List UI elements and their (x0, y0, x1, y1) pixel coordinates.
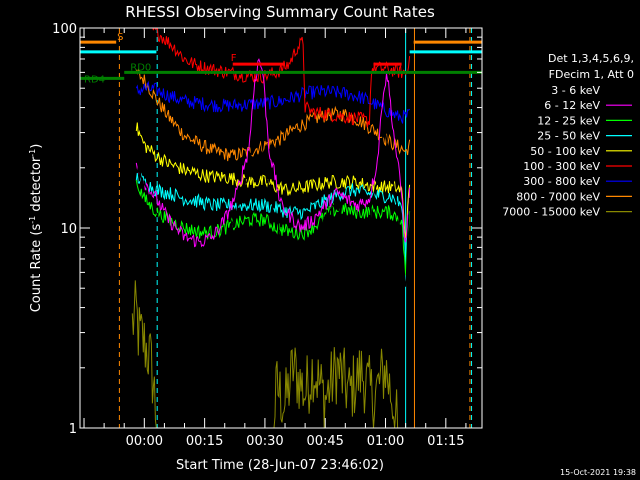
legend-entry-label-4: 50 - 100 keV (530, 145, 600, 158)
x-tick-label-3: 00:45 (306, 434, 343, 449)
y-axis-label: Count Rate (s-1 detector-1) (28, 144, 44, 313)
flag-label-rd0: RD0 (130, 62, 151, 73)
flag-label-rd4: RD4 (84, 74, 105, 85)
y-tick-label-0: 1 (69, 422, 77, 437)
legend-entry-label-2: 12 - 25 keV (537, 114, 600, 127)
x-tick-label-5: 01:15 (427, 434, 464, 449)
series-line-4 (135, 122, 411, 238)
flag-label-s: S (117, 32, 123, 43)
x-tick-label-1: 00:15 (186, 434, 223, 449)
plot-area: S F RD0 RD4 (80, 28, 482, 428)
x-tick-label-4: 01:00 (367, 434, 404, 449)
plot-clip-group (80, 28, 482, 428)
legend-entry-label-6: 300 - 800 keV (523, 175, 600, 188)
legend-entry-label-8: 7000 - 15000 keV (502, 206, 600, 219)
x-tick-label-2: 00:30 (246, 434, 283, 449)
legend-entry-label-3: 25 - 50 keV (537, 130, 600, 143)
series-line-2 (135, 180, 411, 276)
legend-entry-label-7: 800 - 7000 keV (516, 190, 600, 203)
y-tick-label-1: 10 (60, 222, 77, 237)
axes: 1 10 100 00:00 00:15 00:30 00:45 01:00 01:15 (52, 22, 483, 449)
chart-title: RHESSI Observing Summary Count Rates (125, 3, 435, 21)
series-line-7 (135, 68, 411, 162)
series-line-1 (135, 58, 411, 248)
timestamp: 15-Oct-2021 19:38 (560, 468, 636, 477)
series-line-8 (131, 280, 399, 428)
legend-entry-label-5: 100 - 300 keV (523, 160, 600, 173)
series-line-0 (135, 119, 411, 287)
legend-entry-label-1: 6 - 12 keV (544, 99, 600, 112)
x-axis-label: Start Time (28-Jun-07 23:46:02) (176, 458, 384, 473)
legend-title-1: Det 1,3,4,5,6,9, (548, 52, 634, 65)
series-line-6 (135, 80, 410, 124)
legend: Det 1,3,4,5,6,9, FDecim 1, Att 0 3 - 6 k… (502, 52, 634, 219)
legend-title-2: FDecim 1, Att 0 (549, 68, 634, 81)
x-tick-label-0: 00:00 (126, 434, 163, 449)
y-tick-label-2: 100 (52, 22, 77, 37)
legend-entry-label-0: 3 - 6 keV (551, 84, 600, 97)
flag-label-f: F (231, 53, 237, 64)
